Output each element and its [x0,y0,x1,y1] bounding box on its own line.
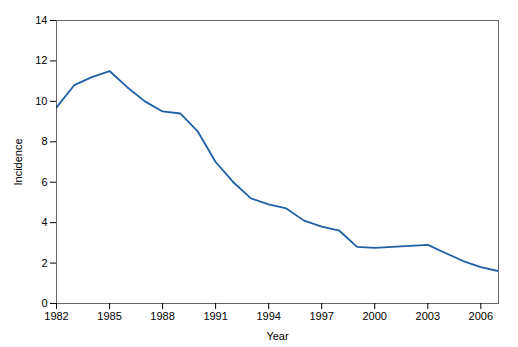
svg-text:6: 6 [41,176,47,188]
svg-text:4: 4 [41,216,47,228]
svg-text:2: 2 [41,257,47,269]
svg-text:0: 0 [41,297,47,309]
svg-text:1982: 1982 [44,310,68,322]
svg-text:Year: Year [266,330,289,342]
svg-text:1988: 1988 [150,310,174,322]
svg-text:14: 14 [35,14,47,26]
svg-text:1991: 1991 [203,310,227,322]
svg-text:1994: 1994 [256,310,280,322]
svg-text:Incidence: Incidence [12,138,24,185]
svg-text:12: 12 [35,54,47,66]
svg-text:1985: 1985 [97,310,121,322]
svg-text:2003: 2003 [416,310,440,322]
svg-text:1997: 1997 [309,310,333,322]
svg-text:2000: 2000 [362,310,386,322]
svg-text:8: 8 [41,135,47,147]
svg-text:2006: 2006 [469,310,493,322]
svg-text:10: 10 [35,95,47,107]
